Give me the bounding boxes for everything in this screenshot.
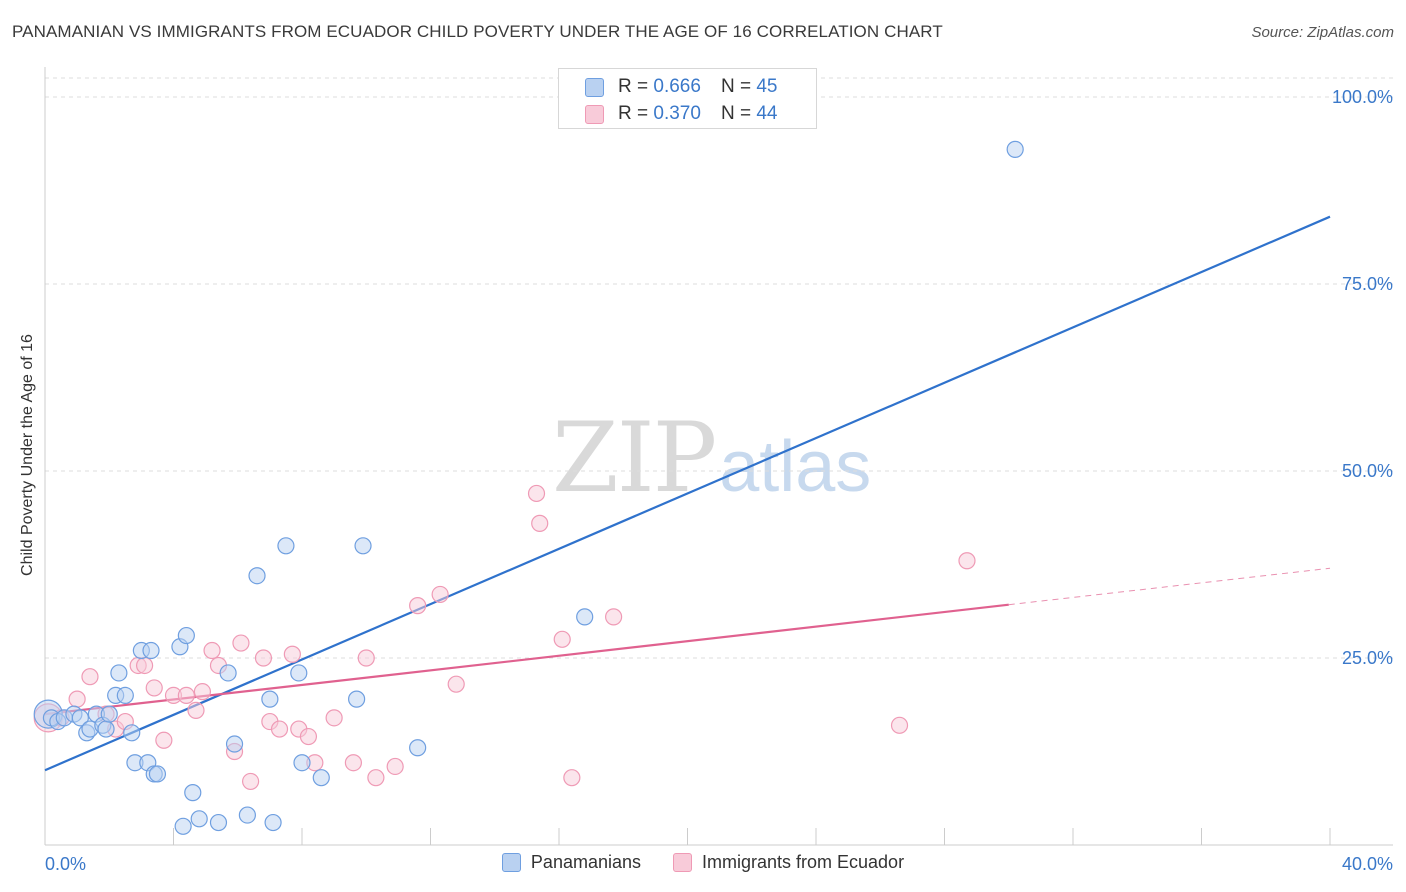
point-ecuador: [386, 757, 404, 776]
series-swatch-panamanians: [501, 853, 521, 872]
point-panamanians: [219, 664, 237, 682]
point-ecuador: [344, 754, 362, 772]
point-panamanians: [177, 626, 195, 645]
point-panamanians: [576, 608, 594, 626]
point-ecuador: [531, 514, 549, 532]
chart-title: PANAMANIAN VS IMMIGRANTS FROM ECUADOR CH…: [12, 22, 943, 41]
point-ecuador: [325, 709, 343, 727]
point-panamanians: [174, 817, 192, 835]
point-ecuador: [270, 720, 289, 738]
point-panamanians: [248, 567, 266, 585]
point-panamanians: [190, 810, 208, 828]
y-tick-label: 50.0%: [1342, 461, 1393, 481]
point-panamanians: [184, 784, 202, 802]
point-panamanians: [97, 720, 115, 738]
point-panamanians: [100, 705, 118, 723]
series-legend-panamanians[interactable]: Panamanians: [501, 852, 641, 873]
point-ecuador: [890, 716, 909, 734]
point-ecuador: [145, 679, 163, 697]
point-panamanians: [293, 754, 311, 772]
series-legend-ecuador[interactable]: Immigrants from Ecuador: [673, 852, 904, 873]
legend-n-value: 45: [756, 76, 778, 97]
point-ecuador: [187, 701, 205, 719]
legend-r-value: 0.666: [653, 76, 701, 97]
point-ecuador: [242, 772, 260, 791]
point-panamanians: [71, 709, 89, 727]
point-panamanians: [142, 641, 160, 660]
legend-r-label: R =: [618, 76, 649, 97]
legend-r-value: 0.370: [653, 103, 701, 124]
series-swatch-ecuador: [673, 853, 692, 872]
point-panamanians: [290, 664, 308, 682]
point-ecuador: [605, 608, 623, 626]
point-panamanians: [277, 537, 295, 555]
point-ecuador: [68, 690, 86, 708]
point-ecuador: [177, 686, 195, 705]
point-ecuador: [553, 630, 571, 648]
series-label-panamanians: Panamanians: [530, 852, 641, 872]
point-ecuador: [527, 484, 546, 503]
trend-lines: [44, 215, 1331, 772]
trend-line-ecuador-projection: [1008, 567, 1331, 606]
point-panamanians: [238, 806, 256, 824]
point-panamanians: [264, 813, 282, 832]
legend-n-label: N =: [720, 103, 752, 124]
point-panamanians: [116, 686, 134, 705]
point-panamanians: [409, 739, 427, 757]
point-ecuador: [447, 675, 465, 693]
point-ecuador: [409, 597, 427, 615]
grid-lines: [45, 77, 1393, 659]
series-label-ecuador: Immigrants from Ecuador: [702, 852, 905, 872]
point-panamanians: [209, 813, 228, 832]
legend-row-panamanians: R = 0.666 N = 45: [585, 76, 777, 98]
point-panamanians: [123, 724, 141, 742]
legend-n-label: N =: [720, 76, 752, 97]
legend-swatch-panamanians: [585, 77, 604, 97]
point-ecuador: [203, 641, 221, 660]
point-ecuador: [283, 645, 301, 663]
point-ecuador: [155, 731, 173, 749]
series-legend: Panamanians Immigrants from Ecuador: [0, 852, 1406, 873]
point-panamanians: [312, 769, 330, 787]
tick-labels: 25.0% 50.0% 75.0% 100.0% 0.0% 40.0%: [45, 87, 1393, 874]
point-ecuador: [431, 585, 449, 604]
legend-row-ecuador: R = 0.370 N = 44: [585, 103, 777, 125]
y-tick-label: 75.0%: [1342, 274, 1393, 294]
point-ecuador: [299, 727, 318, 746]
point-ecuador: [254, 649, 273, 667]
trend-line-panamanians: [44, 215, 1331, 772]
point-ecuador: [193, 683, 212, 701]
legend-swatch-ecuador: [585, 104, 604, 124]
point-panamanians: [225, 735, 244, 753]
point-ecuador: [232, 634, 250, 652]
point-panamanians: [1006, 140, 1024, 158]
point-panamanians: [261, 690, 279, 708]
legend-n-value: 44: [756, 103, 778, 124]
y-tick-label: 100.0%: [1332, 87, 1393, 107]
point-panamanians: [354, 537, 372, 555]
y-tick-label: 25.0%: [1342, 648, 1393, 668]
x-tick-label: 40.0%: [1342, 854, 1393, 874]
point-ecuador: [135, 656, 154, 675]
point-ecuador: [357, 649, 375, 667]
point-ecuador: [367, 769, 385, 787]
axes: [44, 67, 1393, 846]
source-label: Source: ZipAtlas.com: [1251, 24, 1394, 41]
point-panamanians: [110, 664, 128, 682]
legend-r-label: R =: [618, 103, 649, 124]
point-panamanians: [348, 690, 366, 708]
data-points: [33, 140, 1024, 835]
point-ecuador: [563, 769, 581, 787]
x-tick-label: 0.0%: [45, 854, 86, 874]
point-ecuador: [958, 552, 976, 570]
point-ecuador: [81, 668, 99, 686]
point-panamanians: [148, 765, 167, 783]
correlation-legend: R = 0.666 N = 45 R = 0.370 N = 44: [558, 68, 817, 129]
